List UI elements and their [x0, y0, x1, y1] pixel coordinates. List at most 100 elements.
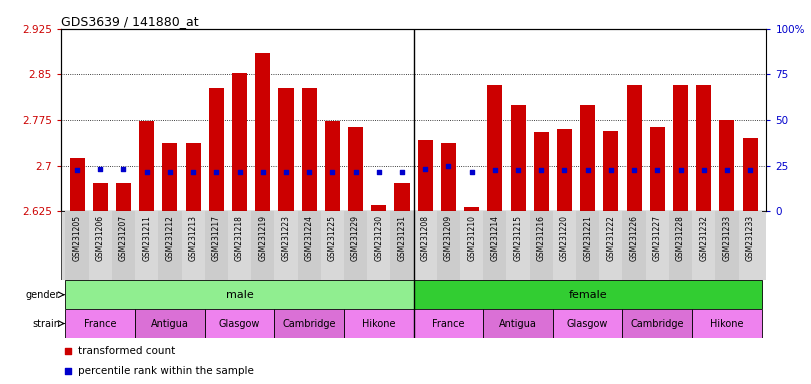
- Text: percentile rank within the sample: percentile rank within the sample: [79, 366, 255, 376]
- FancyBboxPatch shape: [390, 211, 414, 280]
- Point: [140, 169, 153, 175]
- FancyBboxPatch shape: [646, 211, 669, 280]
- Text: GSM231211: GSM231211: [142, 215, 151, 260]
- Text: GSM231210: GSM231210: [467, 215, 476, 261]
- Bar: [487, 85, 502, 211]
- Text: GSM231233: GSM231233: [723, 215, 732, 261]
- Text: GSM231228: GSM231228: [676, 215, 685, 260]
- FancyBboxPatch shape: [623, 309, 692, 338]
- Text: GSM231222: GSM231222: [607, 215, 616, 260]
- Text: GSM231205: GSM231205: [72, 215, 82, 261]
- FancyBboxPatch shape: [414, 309, 483, 338]
- Bar: [627, 85, 642, 211]
- Bar: [696, 85, 711, 211]
- Point: [94, 166, 107, 172]
- Bar: [650, 127, 665, 211]
- Point: [326, 169, 339, 175]
- Point: [471, 56, 484, 63]
- Bar: [116, 183, 131, 211]
- Text: GSM231226: GSM231226: [629, 215, 638, 261]
- Point: [650, 167, 663, 173]
- Bar: [92, 183, 108, 211]
- Text: GSM231227: GSM231227: [653, 215, 662, 261]
- Point: [720, 167, 733, 173]
- Point: [488, 167, 501, 173]
- FancyBboxPatch shape: [66, 309, 135, 338]
- Bar: [255, 53, 270, 211]
- Text: strain: strain: [32, 318, 60, 329]
- Point: [674, 167, 687, 173]
- Text: Cambridge: Cambridge: [282, 318, 336, 329]
- Text: GSM231229: GSM231229: [351, 215, 360, 261]
- Point: [187, 169, 200, 175]
- FancyBboxPatch shape: [623, 211, 646, 280]
- Point: [303, 169, 315, 175]
- Point: [210, 169, 223, 175]
- FancyBboxPatch shape: [204, 211, 228, 280]
- Bar: [278, 88, 294, 211]
- Bar: [394, 183, 410, 211]
- FancyBboxPatch shape: [692, 309, 762, 338]
- Bar: [673, 85, 688, 211]
- Point: [512, 167, 525, 173]
- FancyBboxPatch shape: [506, 211, 530, 280]
- Bar: [418, 140, 433, 211]
- FancyBboxPatch shape: [182, 211, 204, 280]
- FancyBboxPatch shape: [460, 211, 483, 280]
- FancyBboxPatch shape: [112, 211, 135, 280]
- FancyBboxPatch shape: [414, 280, 762, 309]
- Text: gender: gender: [26, 290, 60, 300]
- Point: [164, 169, 177, 175]
- Text: GSM231216: GSM231216: [537, 215, 546, 261]
- Bar: [208, 88, 224, 211]
- Text: GSM231218: GSM231218: [235, 215, 244, 260]
- FancyBboxPatch shape: [692, 211, 715, 280]
- Text: GSM231208: GSM231208: [421, 215, 430, 261]
- Text: GSM231231: GSM231231: [397, 215, 406, 261]
- Text: Cambridge: Cambridge: [631, 318, 684, 329]
- Text: GSM231213: GSM231213: [189, 215, 198, 261]
- Bar: [70, 158, 84, 211]
- FancyBboxPatch shape: [61, 211, 766, 280]
- FancyBboxPatch shape: [414, 211, 437, 280]
- FancyBboxPatch shape: [553, 309, 623, 338]
- Text: GSM231223: GSM231223: [281, 215, 290, 261]
- Bar: [441, 143, 456, 211]
- Bar: [162, 143, 178, 211]
- Bar: [371, 205, 386, 211]
- Text: transformed count: transformed count: [79, 346, 176, 356]
- FancyBboxPatch shape: [251, 211, 274, 280]
- Text: GSM231232: GSM231232: [699, 215, 708, 261]
- Point: [558, 167, 571, 173]
- Bar: [719, 120, 735, 211]
- Text: female: female: [569, 290, 607, 300]
- Point: [471, 241, 484, 247]
- Point: [233, 169, 246, 175]
- FancyBboxPatch shape: [576, 211, 599, 280]
- Bar: [603, 131, 619, 211]
- FancyBboxPatch shape: [66, 211, 88, 280]
- Point: [442, 162, 455, 169]
- Text: GSM231212: GSM231212: [165, 215, 174, 260]
- FancyBboxPatch shape: [88, 211, 112, 280]
- FancyBboxPatch shape: [367, 211, 390, 280]
- Text: GSM231220: GSM231220: [560, 215, 569, 261]
- Bar: [580, 105, 595, 211]
- Point: [466, 169, 478, 175]
- Point: [697, 167, 710, 173]
- Bar: [139, 121, 154, 211]
- Text: Glasgow: Glasgow: [219, 318, 260, 329]
- Point: [534, 167, 547, 173]
- FancyBboxPatch shape: [298, 211, 321, 280]
- FancyBboxPatch shape: [158, 211, 182, 280]
- FancyBboxPatch shape: [321, 211, 344, 280]
- Text: GSM231206: GSM231206: [96, 215, 105, 261]
- Point: [744, 167, 757, 173]
- Point: [256, 169, 269, 175]
- FancyBboxPatch shape: [530, 211, 553, 280]
- FancyBboxPatch shape: [135, 309, 204, 338]
- FancyBboxPatch shape: [204, 309, 274, 338]
- Bar: [325, 121, 340, 211]
- FancyBboxPatch shape: [437, 211, 460, 280]
- FancyBboxPatch shape: [274, 309, 344, 338]
